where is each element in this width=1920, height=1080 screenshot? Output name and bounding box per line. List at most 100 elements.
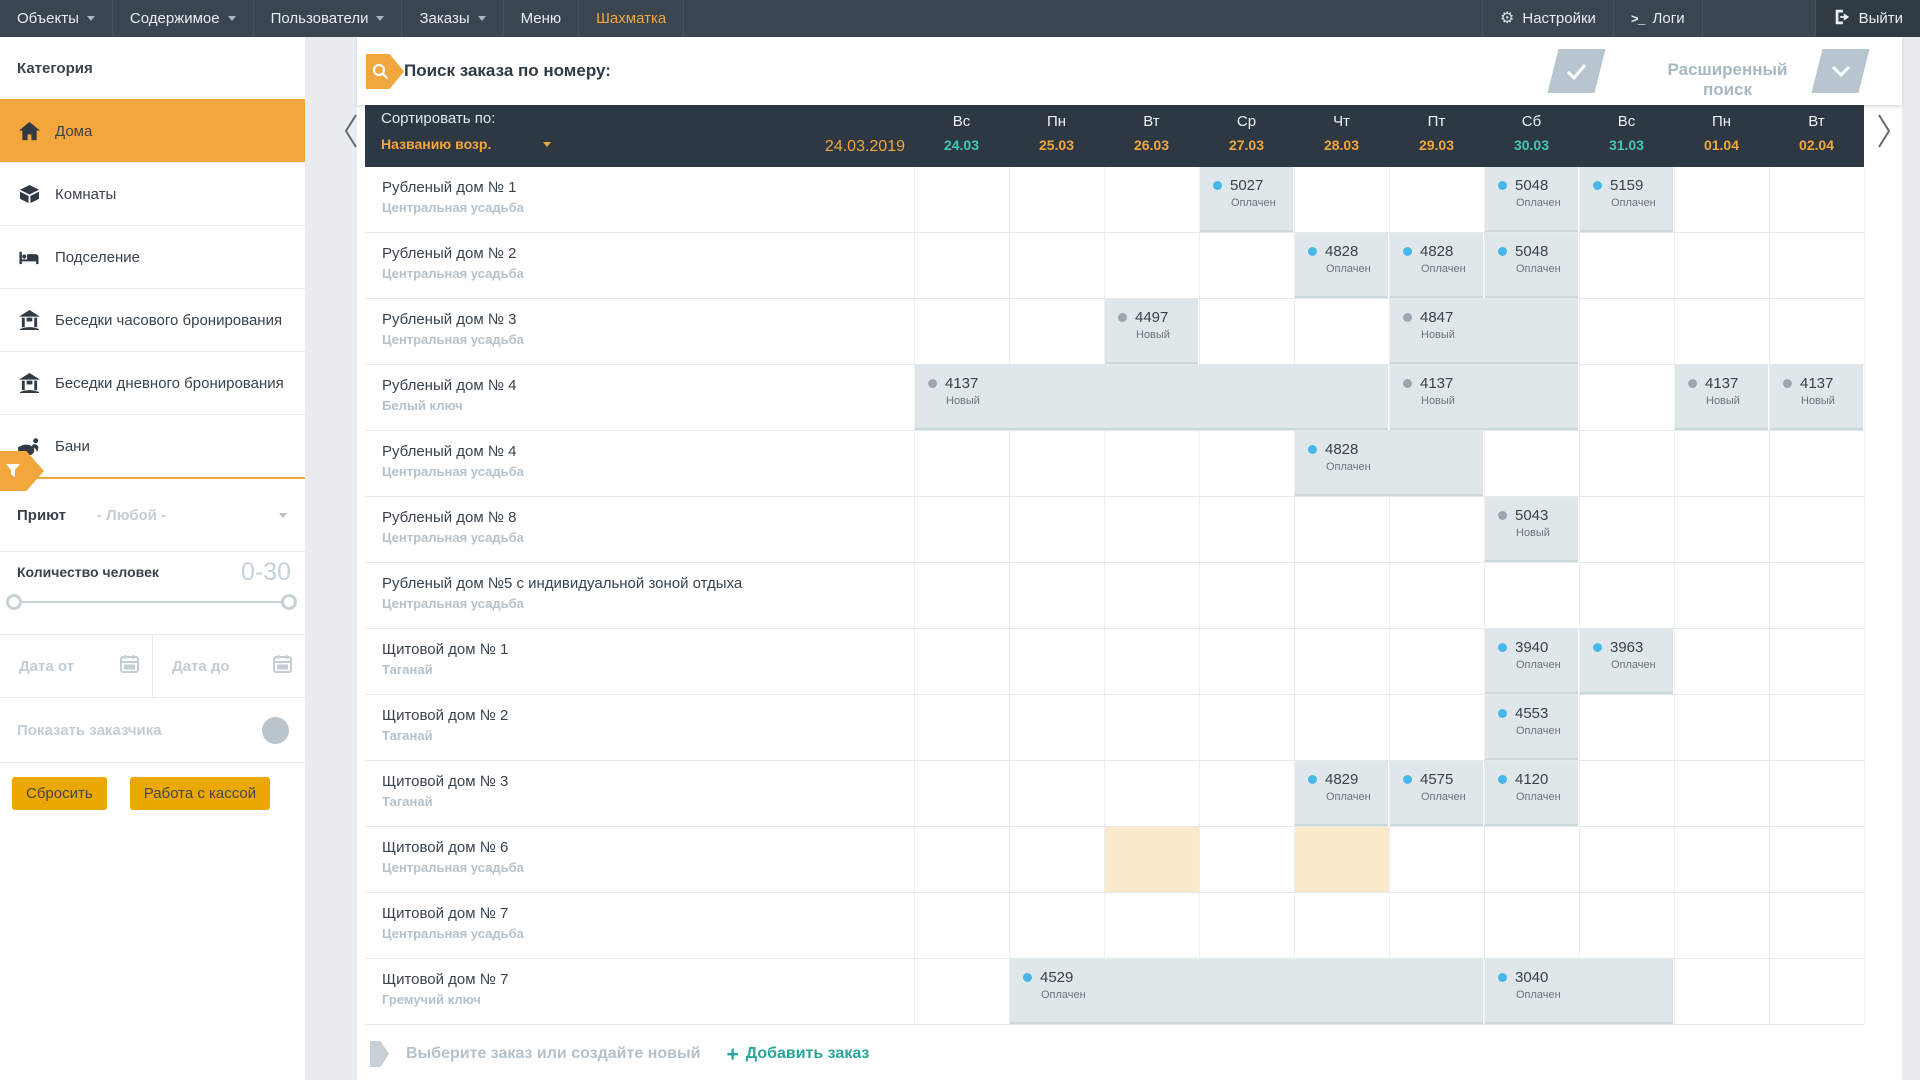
day-cell[interactable]: [1009, 233, 1104, 298]
day-cell[interactable]: [1674, 959, 1769, 1024]
booking[interactable]: 4137 Новый: [1390, 365, 1578, 430]
people-slider-track[interactable]: [6, 594, 297, 610]
day-cell[interactable]: [1674, 233, 1769, 298]
sort-by-dropdown[interactable]: Названию возр.: [381, 136, 492, 152]
day-cell[interactable]: [914, 299, 1009, 364]
cashdesk-button[interactable]: Работа с кассой: [129, 777, 271, 810]
booking[interactable]: 4828 Оплачен: [1390, 233, 1483, 298]
day-cell[interactable]: [1009, 629, 1104, 694]
nav-item-gear[interactable]: ⚙ Настройки: [1482, 0, 1613, 37]
day-cell[interactable]: [914, 629, 1009, 694]
booking[interactable]: 4828 Оплачен: [1295, 233, 1388, 298]
day-cell[interactable]: [1294, 827, 1389, 892]
sidebar-item-0[interactable]: Дома: [0, 99, 305, 162]
reset-button[interactable]: Сбросить: [12, 777, 107, 810]
booking[interactable]: 5048 Оплачен: [1485, 167, 1578, 232]
day-cell[interactable]: [1674, 893, 1769, 958]
day-cell[interactable]: [1579, 893, 1674, 958]
people-slider-max-handle[interactable]: [281, 594, 297, 610]
booking[interactable]: 4553 Оплачен: [1485, 695, 1578, 760]
day-cell[interactable]: [1484, 167, 1579, 232]
day-cell[interactable]: [1769, 893, 1864, 958]
day-cell[interactable]: [1769, 827, 1864, 892]
day-cell[interactable]: [1199, 893, 1294, 958]
day-cell[interactable]: [1104, 629, 1199, 694]
add-order-button[interactable]: + Добавить заказ: [726, 1044, 869, 1065]
day-cell[interactable]: [1389, 893, 1484, 958]
day-cell[interactable]: [1579, 629, 1674, 694]
day-cell[interactable]: [1769, 299, 1864, 364]
booking[interactable]: 3963 Оплачен: [1580, 629, 1673, 694]
day-cell[interactable]: [1769, 497, 1864, 562]
sidebar-item-5[interactable]: Бани: [0, 414, 305, 477]
day-cell[interactable]: [1484, 959, 1579, 1024]
day-cell[interactable]: [1389, 365, 1484, 430]
day-cell[interactable]: [914, 233, 1009, 298]
nav-item-1[interactable]: Содержимое: [113, 0, 254, 37]
day-cell[interactable]: [1389, 563, 1484, 628]
day-cell[interactable]: [1579, 497, 1674, 562]
day-cell[interactable]: [1769, 629, 1864, 694]
day-cell[interactable]: [1484, 893, 1579, 958]
day-cell[interactable]: [1674, 299, 1769, 364]
day-cell[interactable]: [1579, 233, 1674, 298]
day-cell[interactable]: [1769, 563, 1864, 628]
day-cell[interactable]: [1389, 827, 1484, 892]
day-cell[interactable]: [914, 761, 1009, 826]
day-cell[interactable]: [1674, 695, 1769, 760]
day-cell[interactable]: [1199, 431, 1294, 496]
people-slider-min-handle[interactable]: [6, 594, 22, 610]
day-cell[interactable]: [1104, 695, 1199, 760]
day-cell[interactable]: [1104, 233, 1199, 298]
advanced-search-expand-button[interactable]: [1811, 49, 1870, 93]
day-cell[interactable]: [1294, 893, 1389, 958]
calendar-prev-button[interactable]: [343, 113, 363, 153]
sidebar-item-3[interactable]: Беседки часового бронирования: [0, 288, 305, 351]
day-cell[interactable]: [1104, 167, 1199, 232]
day-cell[interactable]: [1389, 299, 1484, 364]
sidebar-item-1[interactable]: Комнаты: [0, 162, 305, 225]
day-cell[interactable]: [1389, 233, 1484, 298]
day-cell[interactable]: [1674, 431, 1769, 496]
apply-search-button[interactable]: [1547, 49, 1606, 93]
booking[interactable]: 5043 Новый: [1485, 497, 1578, 562]
day-cell[interactable]: [1009, 431, 1104, 496]
nav-item-4[interactable]: Меню: [504, 0, 580, 37]
day-cell[interactable]: [1294, 629, 1389, 694]
day-cell[interactable]: [1009, 167, 1104, 232]
day-cell[interactable]: [1579, 431, 1674, 496]
day-cell[interactable]: [1484, 233, 1579, 298]
day-cell[interactable]: [1104, 827, 1199, 892]
day-cell[interactable]: [914, 431, 1009, 496]
show-customer-toggle[interactable]: [262, 716, 289, 744]
day-cell[interactable]: [1484, 431, 1579, 496]
nav-item-logout[interactable]: Выйти: [1814, 0, 1920, 37]
calendar-icon[interactable]: [272, 653, 293, 679]
day-cell[interactable]: [1009, 761, 1104, 826]
day-cell[interactable]: [914, 497, 1009, 562]
day-cell[interactable]: [1484, 629, 1579, 694]
day-cell[interactable]: [914, 563, 1009, 628]
day-cell[interactable]: [1009, 959, 1104, 1024]
day-cell[interactable]: [1294, 761, 1389, 826]
day-cell[interactable]: [1294, 299, 1389, 364]
chevron-down-icon[interactable]: [543, 142, 551, 147]
day-cell[interactable]: [1769, 167, 1864, 232]
day-cell[interactable]: [1769, 431, 1864, 496]
day-cell[interactable]: [1484, 563, 1579, 628]
day-cell[interactable]: [1769, 695, 1864, 760]
day-cell[interactable]: [1009, 695, 1104, 760]
day-cell[interactable]: [1294, 431, 1389, 496]
day-cell[interactable]: [914, 365, 1009, 430]
day-cell[interactable]: [1579, 167, 1674, 232]
day-cell[interactable]: [1199, 233, 1294, 298]
day-cell[interactable]: [1484, 695, 1579, 760]
day-cell[interactable]: [1389, 629, 1484, 694]
day-cell[interactable]: [1579, 299, 1674, 364]
day-cell[interactable]: [1389, 167, 1484, 232]
booking[interactable]: 4120 Оплачен: [1485, 761, 1578, 826]
day-cell[interactable]: [914, 167, 1009, 232]
day-cell[interactable]: [1389, 695, 1484, 760]
day-cell[interactable]: [1199, 497, 1294, 562]
nav-item-terminal[interactable]: >_ Логи: [1612, 0, 1702, 37]
